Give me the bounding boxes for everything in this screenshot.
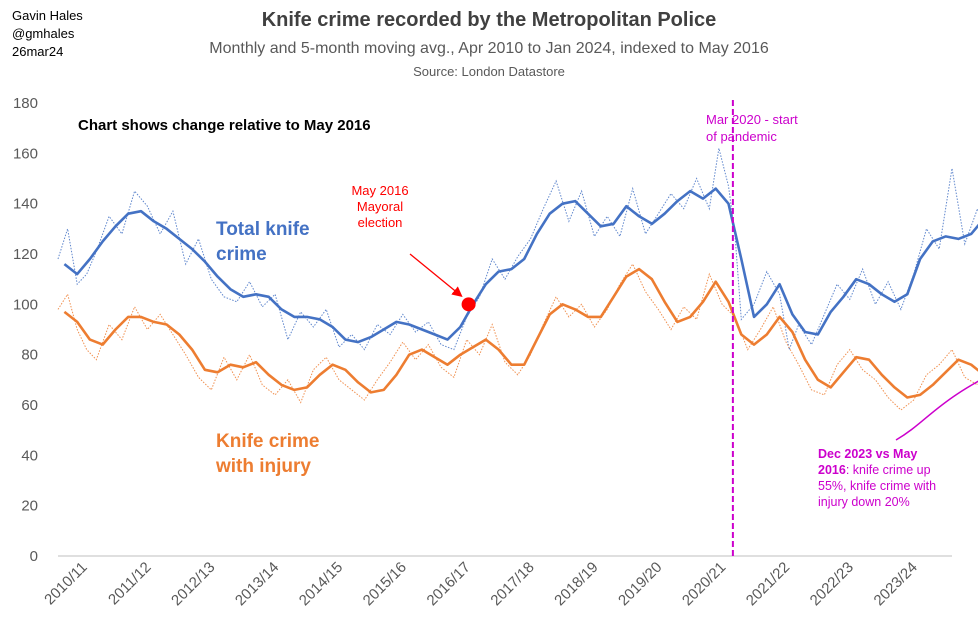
series-0-average-line [63, 187, 978, 344]
legend-total-line1: Total knife [216, 219, 310, 240]
annotation-dec-2023-bold: Dec 2023 vs May 2016 [818, 447, 918, 477]
x-tick-label: 2022/23 [807, 559, 857, 609]
x-tick-label: 2018/19 [551, 559, 601, 609]
series-1-monthly-line [57, 263, 978, 411]
x-tick-label: 2020/21 [679, 559, 729, 609]
credit-name: Gavin Hales [12, 8, 83, 23]
legend-total-knife-crime: Total knife crime [216, 217, 310, 267]
x-tick-label: 2013/14 [232, 559, 282, 609]
y-tick-label: 60 [21, 397, 38, 414]
legend-injury-line2: with injury [216, 456, 311, 477]
x-tick-label: 2015/16 [360, 559, 410, 609]
legend-injury-line1: Knife crime [216, 431, 320, 452]
x-tick-label: 2017/18 [487, 559, 537, 609]
annotation-pandemic: Mar 2020 - start of pandemic [706, 111, 816, 145]
chart-title: Knife crime recorded by the Metropolitan… [261, 9, 717, 31]
series-0-monthly-line [57, 148, 978, 352]
axes: 0 20 40 60 80 100 120 140 160 180 2010/11 2011/12 20… [13, 95, 952, 609]
credit-date: 26mar24 [12, 44, 64, 59]
x-tick-label: 2019/20 [615, 559, 665, 609]
x-tick-label: 2016/17 [424, 559, 474, 609]
annotation-may-2016-line3: election [357, 215, 403, 230]
legend-total-line2: crime [216, 244, 267, 265]
x-tick-label: 2011/12 [105, 559, 155, 609]
y-tick-label: 40 [21, 447, 38, 464]
y-tick-label: 180 [13, 95, 38, 112]
chart-source: Source: London Datastore [413, 64, 565, 79]
dec-2023-arrow [895, 380, 978, 441]
annotation-may-2016: May 2016 Mayoral election [330, 183, 430, 231]
annotation-pandemic-line1: Mar 2020 - start [706, 112, 798, 127]
chart-markers [409, 100, 978, 556]
annotation-dec-2023-rest: : knife crime up 55%, knife crime with i… [818, 463, 937, 509]
y-tick-label: 20 [21, 498, 38, 515]
x-tick-label: 2014/15 [296, 559, 346, 609]
series-lines [57, 148, 978, 411]
annotation-may-2016-line2: Mayoral [356, 199, 404, 214]
annotation-may-2016-line1: May 2016 [351, 183, 409, 198]
chart-subtitle: Monthly and 5-month moving avg., Apr 201… [209, 40, 769, 57]
legend-knife-crime-with-injury: Knife crime with injury [216, 429, 319, 479]
y-tick-label: 140 [13, 196, 38, 213]
annotation-dec-2023: Dec 2023 vs May 2016: knife crime up 55%… [818, 446, 944, 510]
annotation-pandemic-line2: of pandemic [706, 129, 777, 144]
y-tick-label: 80 [21, 347, 38, 364]
series-1-average-line [63, 267, 978, 399]
x-tick-label: 2012/13 [168, 559, 218, 609]
chart-note: Chart shows change relative to May 2016 [78, 117, 371, 134]
y-tick-label: 0 [30, 548, 38, 565]
y-tick-label: 160 [13, 145, 38, 162]
x-tick-label: 2023/24 [871, 559, 921, 609]
x-tick-label: 2021/22 [743, 559, 793, 609]
y-tick-label: 100 [13, 296, 38, 313]
x-tick-label: 2010/11 [41, 559, 91, 609]
credit-handle: @gmhales [12, 26, 75, 41]
y-tick-label: 120 [13, 246, 38, 263]
may-2016-marker [461, 297, 476, 312]
may-2016-arrow [409, 253, 463, 297]
